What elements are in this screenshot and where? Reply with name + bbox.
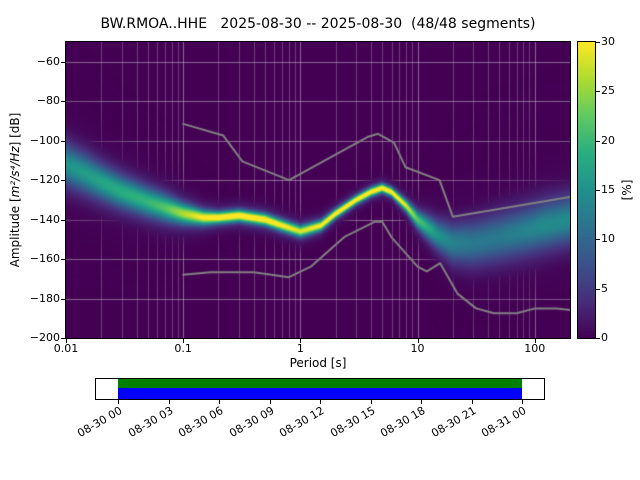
x-tick-mark [300,339,301,343]
timeline-tick-mark [522,400,523,404]
colorbar-tick-mark [596,141,600,142]
chart-title: BW.RMOA..HHE 2025-08-30 -- 2025-08-30 (4… [100,16,536,32]
colorbar-tick-label: 30 [601,35,615,48]
colorbar-tick-label: 15 [601,183,615,196]
x-tick-mark [66,339,67,343]
x-tick-mark [418,339,419,343]
y-tick-mark [61,141,65,142]
colorbar-tick-mark [596,289,600,290]
x-tick-label: 0.1 [174,342,192,355]
colorbar-tick-label: 25 [601,84,615,98]
x-axis-label: Period [s] [289,356,347,370]
timeline-data-extent-bar [118,388,522,399]
y-tick-mark [61,180,65,181]
y-tick-label: −100 [29,133,60,147]
colorbar [577,41,596,339]
y-tick-mark [61,259,65,260]
colorbar-tick-mark [596,239,600,240]
timeline-tick-mark [169,400,170,404]
colorbar-label: [%] [620,179,634,201]
y-tick-label: −60 [36,54,60,68]
y-tick-mark [61,101,65,102]
y-tick-label: −180 [29,291,60,305]
y-axis-label-units: m²/s⁴/Hz [8,146,22,198]
y-tick-mark [61,338,65,339]
colorbar-tick-label: 5 [601,281,608,295]
colorbar-tick-mark [596,91,600,92]
colorbar-tick-label: 20 [601,133,615,147]
y-tick-mark [61,62,65,63]
ppsd-heatmap-canvas [66,42,570,338]
timeline-tick-mark [320,400,321,404]
timeline-coverage-bar [95,378,545,400]
plot-area [65,41,571,339]
x-tick-label: 100 [524,342,546,355]
x-tick-label: 10 [410,342,425,355]
y-tick-label: −200 [29,331,60,344]
y-tick-label: −140 [29,212,60,226]
colorbar-tick-label: 0 [601,331,608,344]
x-tick-label: 1 [296,342,304,355]
y-tick-label: −120 [29,173,60,187]
y-tick-mark [61,220,65,221]
y-tick-label: −80 [36,94,60,108]
colorbar-tick-label: 10 [601,232,615,246]
timeline-tick-mark [421,400,422,404]
timeline-tick-mark [371,400,372,404]
y-tick-mark [61,299,65,300]
colorbar-tick-mark [596,338,600,339]
x-tick-mark [535,339,536,343]
colorbar-gradient-canvas [578,42,595,338]
colorbar-tick-mark [596,42,600,43]
timeline-tick-mark [472,400,473,404]
colorbar-tick-mark [596,190,600,191]
y-tick-label: −160 [29,252,60,266]
timeline-tick-mark [118,400,119,404]
x-tick-label: 0.01 [53,342,79,355]
timeline-segments-used-bar [118,379,522,388]
x-tick-mark [183,339,184,343]
timeline-tick-mark [270,400,271,404]
timeline-tick-mark [219,400,220,404]
